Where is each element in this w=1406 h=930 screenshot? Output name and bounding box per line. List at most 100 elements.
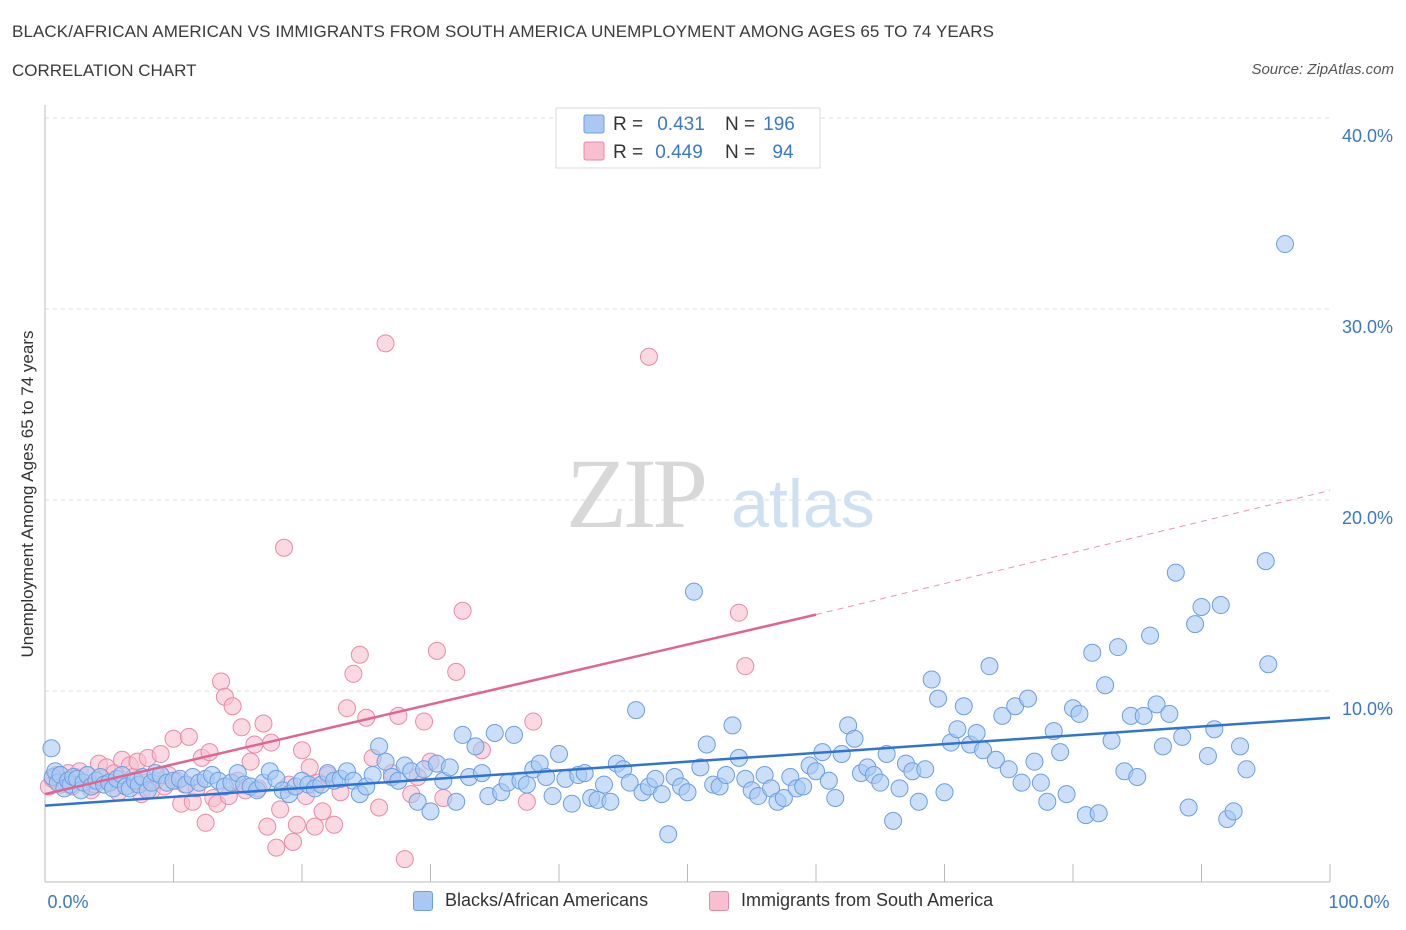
- data-point: [42, 739, 61, 758]
- gridlines: [45, 117, 1330, 692]
- trend-line-blacks: [44, 716, 1331, 807]
- legend-swatch-blue: [583, 114, 605, 134]
- data-point: [678, 783, 697, 802]
- data-point: [337, 699, 356, 718]
- data-point: [871, 773, 890, 792]
- watermark-zip: ZIP: [566, 438, 704, 549]
- data-point: [1256, 552, 1275, 571]
- data-point: [1096, 676, 1115, 695]
- data-point: [1108, 638, 1127, 657]
- axes: [44, 105, 1331, 883]
- legend-swatch-blacks: [413, 890, 433, 911]
- data-point: [794, 777, 813, 796]
- data-point: [1031, 773, 1050, 792]
- data-point: [935, 783, 954, 802]
- data-point: [877, 745, 896, 764]
- chart-subtitle: CORRELATION CHART: [12, 61, 197, 80]
- data-point: [826, 788, 845, 807]
- data-point: [1259, 655, 1278, 674]
- data-point: [376, 752, 395, 771]
- data-point: [723, 716, 742, 735]
- y-tick-label: 40.0%: [1342, 126, 1393, 146]
- data-point: [453, 601, 472, 620]
- data-point: [948, 720, 967, 739]
- legend-swatch-immigrants: [709, 890, 729, 911]
- data-point: [376, 334, 395, 353]
- data-point: [293, 741, 311, 760]
- data-point: [344, 664, 363, 683]
- data-point: [517, 775, 536, 794]
- trend-line-immigrants: [44, 613, 817, 796]
- data-point: [909, 792, 928, 811]
- data-point: [408, 792, 427, 811]
- data-point: [832, 745, 851, 764]
- data-point: [254, 714, 273, 733]
- trend-line-immigrants-extrapolated: [815, 489, 1331, 616]
- series-blacks-african-americans: [42, 235, 1295, 844]
- data-point: [267, 838, 286, 857]
- data-point: [646, 769, 665, 788]
- chart-title: BLACK/AFRICAN AMERICAN VS IMMIGRANTS FRO…: [12, 22, 995, 41]
- data-point: [594, 775, 613, 794]
- data-point: [1179, 798, 1198, 817]
- data-point: [922, 670, 941, 689]
- data-point: [1038, 792, 1057, 811]
- data-point: [1186, 615, 1205, 634]
- data-point: [550, 745, 568, 764]
- y-tick-label: 30.0%: [1342, 317, 1393, 337]
- data-point: [284, 832, 303, 851]
- data-point: [447, 662, 466, 681]
- data-point: [691, 758, 710, 777]
- legend-n-value-pink: 94: [772, 142, 794, 163]
- legend-r-label-blue: R =: [613, 114, 643, 135]
- data-point: [1166, 563, 1185, 582]
- data-point: [819, 771, 838, 790]
- data-point: [466, 737, 485, 756]
- data-point: [1012, 773, 1031, 792]
- data-point: [1057, 785, 1076, 804]
- data-point: [986, 750, 1005, 769]
- series-legend: Blacks/African Americans Immigrants from…: [0, 890, 1406, 916]
- trend-lines: [44, 489, 1331, 807]
- data-point: [1198, 746, 1217, 765]
- data-point: [1276, 235, 1295, 254]
- data-point: [485, 724, 504, 743]
- data-point: [1134, 706, 1153, 725]
- data-point: [395, 850, 414, 869]
- x-tick-label-max: 100.0%: [1328, 892, 1389, 912]
- data-point: [305, 817, 324, 836]
- y-tick-label: 10.0%: [1342, 699, 1393, 719]
- data-point: [363, 766, 382, 785]
- data-point: [258, 817, 277, 836]
- data-point: [1231, 737, 1250, 756]
- data-point: [620, 773, 639, 792]
- data-point: [890, 779, 909, 798]
- data-point: [241, 752, 260, 771]
- data-point: [916, 760, 935, 779]
- data-point: [440, 758, 459, 777]
- data-point: [179, 727, 198, 746]
- data-point: [1051, 743, 1070, 762]
- correlation-legend: R = 0.431 N = 196 R = 0.449 N = 94: [555, 107, 821, 169]
- data-point: [729, 603, 748, 622]
- data-point: [845, 729, 864, 748]
- data-point: [421, 802, 440, 821]
- data-point: [999, 760, 1018, 779]
- data-point: [313, 802, 332, 821]
- data-point: [1141, 626, 1160, 645]
- data-point: [505, 725, 524, 744]
- data-point: [1147, 695, 1166, 714]
- data-point: [427, 641, 446, 660]
- legend-r-value-blue: 0.431: [657, 114, 705, 135]
- data-point: [967, 724, 986, 743]
- data-point: [1237, 760, 1256, 779]
- data-point: [652, 785, 671, 804]
- data-point: [271, 800, 290, 819]
- data-point: [627, 701, 646, 720]
- legend-r-value-pink: 0.449: [655, 142, 703, 163]
- legend-label-immigrants: Immigrants from South America: [741, 890, 994, 910]
- data-point: [1128, 767, 1147, 786]
- data-point: [807, 762, 825, 781]
- legend-r-label-pink: R =: [613, 142, 643, 163]
